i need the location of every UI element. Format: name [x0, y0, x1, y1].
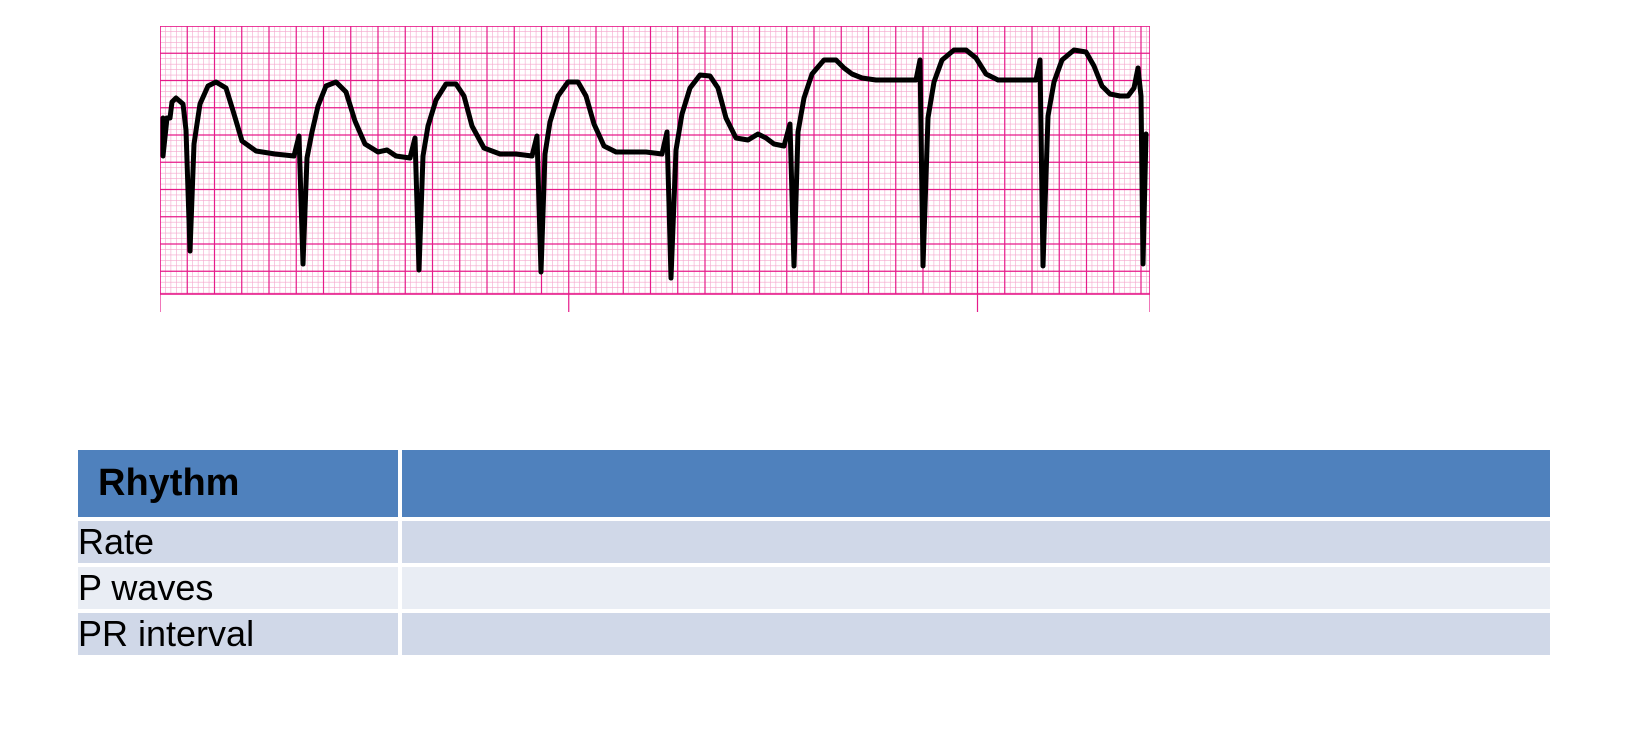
ecg-svg: [160, 26, 1150, 312]
table-header-row: Rhythm: [78, 450, 1550, 519]
header-label: Rhythm: [78, 450, 400, 519]
header-value: [400, 450, 1550, 519]
row-label: P waves: [78, 565, 400, 611]
page: Rhythm Rate P waves PR interval: [0, 0, 1631, 751]
row-value: [400, 565, 1550, 611]
row-label: Rate: [78, 519, 400, 565]
ecg-strip: [160, 26, 1150, 317]
ecg-analysis-table: Rhythm Rate P waves PR interval: [78, 450, 1550, 655]
row-value: [400, 611, 1550, 655]
analysis-table: Rhythm Rate P waves PR interval: [78, 450, 1550, 655]
row-value: [400, 519, 1550, 565]
table-row: PR interval: [78, 611, 1550, 655]
row-label: PR interval: [78, 611, 400, 655]
table-row: Rate: [78, 519, 1550, 565]
table-row: P waves: [78, 565, 1550, 611]
